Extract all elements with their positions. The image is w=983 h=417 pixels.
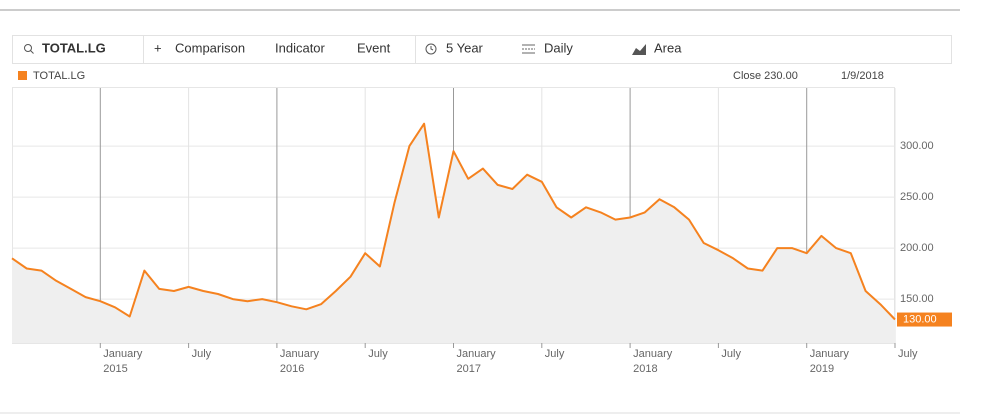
x-tick-label: July: [898, 348, 918, 360]
x-tick-year: 2018: [633, 363, 657, 375]
close-readout: Close 230.00: [733, 70, 798, 82]
date-readout: 1/9/2018: [841, 70, 884, 82]
toolbar-button[interactable]: 5 Year: [446, 40, 484, 55]
x-tick-year: 2017: [457, 363, 481, 375]
x-tick-label: January: [280, 348, 320, 360]
area-fill: [12, 123, 895, 343]
x-tick-label: January: [633, 348, 673, 360]
x-tick-year: 2015: [103, 363, 127, 375]
clock-icon: [425, 43, 437, 55]
y-tick-label: 250.00: [900, 191, 934, 203]
toolbar: [12, 35, 952, 64]
daily-icon: [522, 44, 535, 54]
last-price-tag: [897, 312, 952, 327]
toolbar-button[interactable]: Event: [357, 40, 391, 55]
x-tick-year: 2016: [280, 363, 304, 375]
legend-swatch: [18, 71, 27, 80]
plus-icon: +: [154, 40, 162, 55]
x-tick-label: July: [192, 348, 212, 360]
area-icon: [632, 44, 646, 55]
x-tick-label: July: [368, 348, 388, 360]
toolbar-button[interactable]: Indicator: [275, 40, 326, 55]
x-tick-label: July: [721, 348, 741, 360]
y-tick-label: 300.00: [900, 140, 934, 152]
x-tick-label: January: [810, 348, 850, 360]
toolbar-button[interactable]: Daily: [544, 40, 573, 55]
last-price-label: 130.00: [903, 313, 937, 325]
y-tick-label: 200.00: [900, 242, 934, 254]
legend-label: TOTAL.LG: [33, 70, 85, 82]
search-box[interactable]: TOTAL.LG: [42, 40, 106, 55]
search-icon[interactable]: [24, 44, 34, 54]
x-tick-label: January: [103, 348, 143, 360]
y-tick-label: 150.00: [900, 293, 934, 305]
toolbar-button[interactable]: Area: [654, 40, 682, 55]
x-tick-label: July: [545, 348, 565, 360]
price-line: [11, 122, 896, 321]
toolbar-button[interactable]: Comparison: [175, 40, 245, 55]
x-tick-label: January: [457, 348, 497, 360]
x-tick-year: 2019: [810, 363, 834, 375]
